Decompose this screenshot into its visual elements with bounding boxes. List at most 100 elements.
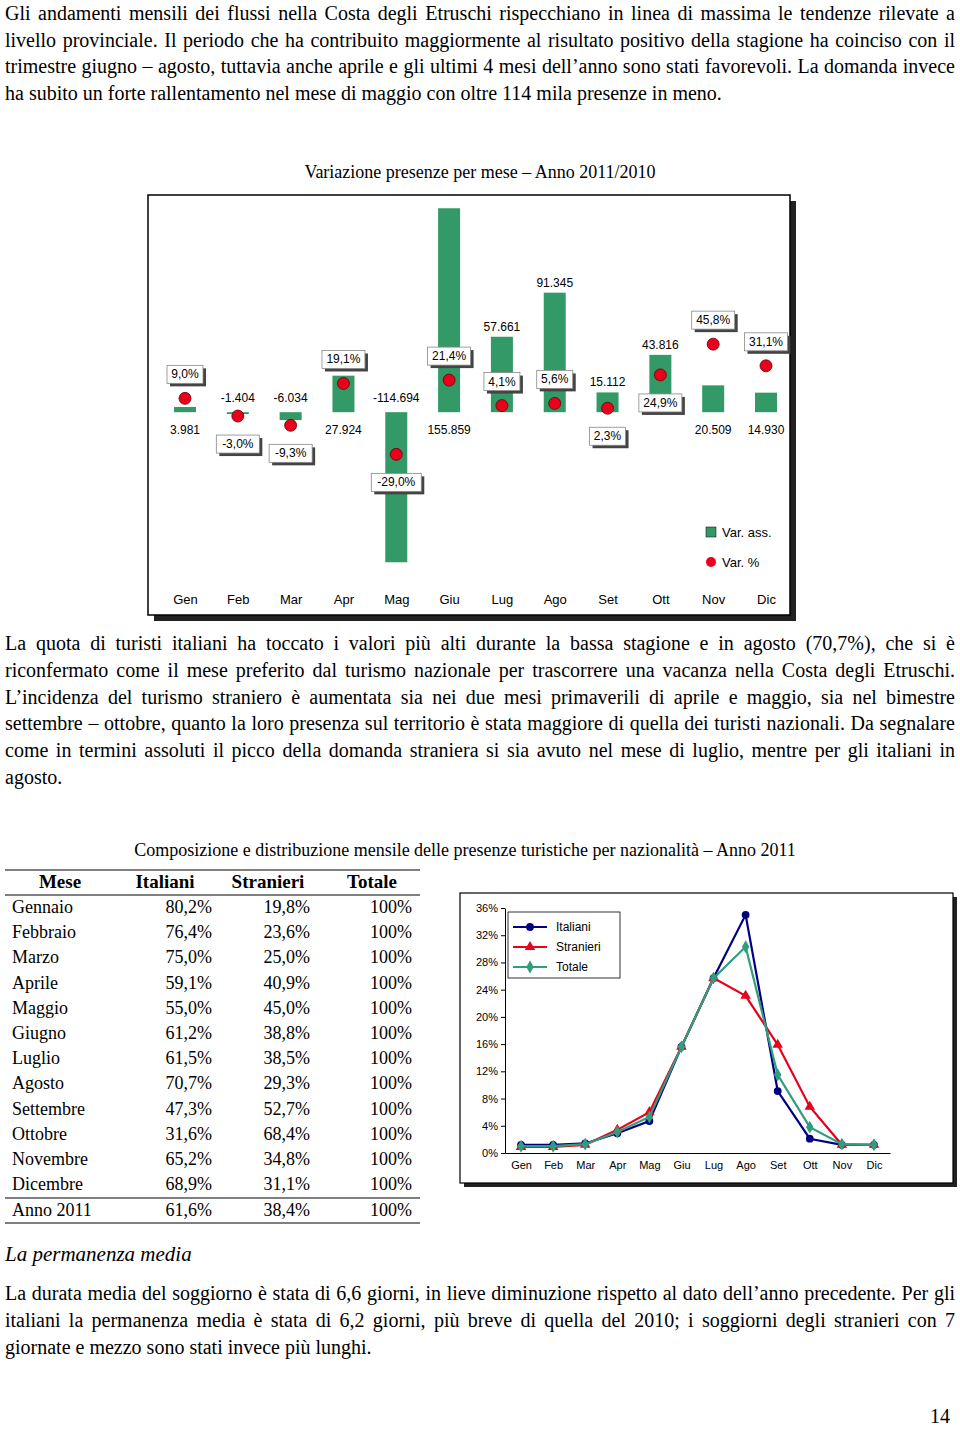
tick: Nov <box>702 592 726 607</box>
table-cell: Luglio <box>12 1048 60 1068</box>
table-rule <box>5 894 420 895</box>
series-marker <box>517 1140 524 1153</box>
tick-label: Nov <box>833 1159 853 1171</box>
series-marker <box>742 940 749 953</box>
tick-mark <box>501 1099 505 1100</box>
bar-label: 14.930 <box>748 423 785 437</box>
table-cell: 31,1% <box>264 1174 311 1194</box>
table-cell: 23,6% <box>264 922 311 942</box>
paragraph: La durata media del soggiorno è stata di… <box>5 1280 955 1360</box>
tick-label: Set <box>598 592 618 607</box>
percent-marker <box>390 448 402 460</box>
table-cell: 25,0% <box>264 947 311 967</box>
tick-label: 32% <box>476 929 498 941</box>
percent-label: 2,3% <box>594 429 622 443</box>
y-axis: 0%4%8%12%16%20%24%28%32%36% <box>476 902 506 1159</box>
tick-label: Gen <box>173 592 198 607</box>
percent-marker <box>760 360 772 372</box>
tick-label: 36% <box>476 902 498 914</box>
chart-distribuzione: 0%4%8%12%16%20%24%28%32%36%GenFebMarAprM… <box>460 893 957 1187</box>
table-cell: 47,3% <box>166 1099 213 1119</box>
tick: Ago <box>736 1159 756 1171</box>
legend-label: Totale <box>556 960 588 974</box>
tick-mark <box>501 1017 505 1018</box>
percent-marker <box>232 410 244 422</box>
table-cell: 34,8% <box>264 1149 311 1169</box>
tick-label: 12% <box>476 1065 498 1077</box>
percent-label: 5,6% <box>541 372 569 386</box>
tick: Mag <box>639 1159 660 1171</box>
table-cell: Agosto <box>12 1073 64 1093</box>
tick: Mag <box>384 592 409 607</box>
data-labels: 3.981-1.404-6.03427.924-114.694155.85957… <box>167 276 791 495</box>
series-marker <box>774 1068 781 1081</box>
tick-label: Giu <box>673 1159 690 1171</box>
table-rule <box>5 1197 420 1198</box>
bar <box>544 293 566 413</box>
series-marker <box>838 1138 845 1151</box>
tick-label: 20% <box>476 1011 498 1023</box>
table-rule <box>5 869 420 870</box>
tick-label: Apr <box>609 1159 626 1171</box>
table-cell: Maggio <box>12 998 68 1018</box>
table-cell: Settembre <box>12 1099 85 1119</box>
tick: 12% <box>476 1065 505 1077</box>
percent-marker <box>285 419 297 431</box>
tick-label: Set <box>770 1159 787 1171</box>
tick-label: 8% <box>482 1093 498 1105</box>
table-cell: 100% <box>370 1149 412 1169</box>
tick-mark <box>501 1153 505 1154</box>
tick: Feb <box>227 592 249 607</box>
tick-label: 0% <box>482 1147 498 1159</box>
percent-label: 24,9% <box>643 396 677 410</box>
x-axis: GenFebMarAprMagGiuLugAgoSetOttNovDic <box>506 1154 891 1171</box>
table-cell: Novembre <box>12 1149 88 1169</box>
axis-line <box>505 909 506 1154</box>
series-marker <box>806 1135 814 1143</box>
tick: Feb <box>544 1159 563 1171</box>
label-box <box>167 365 203 383</box>
legend-label: Var. % <box>722 555 760 570</box>
percent-marker <box>337 377 349 389</box>
label-box <box>484 373 520 391</box>
column-header: Mese <box>39 871 81 892</box>
tick-label: Nov <box>702 592 726 607</box>
tick-label: Mag <box>639 1159 660 1171</box>
percent-label: 21,4% <box>432 349 466 363</box>
table-cell: 55,0% <box>166 998 213 1018</box>
tick: Lug <box>705 1159 723 1171</box>
tick-mark <box>501 1071 505 1072</box>
tick: Set <box>770 1159 787 1171</box>
legend-marker <box>526 961 533 974</box>
tick: Giu <box>439 592 459 607</box>
table-title: Composizione e distribuzione mensile del… <box>134 840 796 860</box>
chart-variazione: Variazione presenze per mese – Anno 2011… <box>148 162 796 621</box>
heading: La permanenza media <box>5 1242 955 1267</box>
tick: Apr <box>334 592 355 607</box>
column-header: Stranieri <box>232 871 305 892</box>
page-number: 14 <box>930 1405 960 1428</box>
tick: 4% <box>482 1120 505 1132</box>
tick-label: Ott <box>803 1159 818 1171</box>
series-marker <box>806 1121 813 1134</box>
table-cell: 61,2% <box>166 1023 213 1043</box>
percent-marker <box>602 402 614 414</box>
table-cell: 76,4% <box>166 922 213 942</box>
bar-label: -1.404 <box>221 391 255 405</box>
percent-label: 19,1% <box>326 352 360 366</box>
percent-label: 4,1% <box>488 375 516 389</box>
percent-marker <box>496 400 508 412</box>
bar-label: 57.661 <box>484 320 521 334</box>
chart-frame <box>460 893 953 1183</box>
table-cell: Ottobre <box>12 1124 67 1144</box>
tick: Dic <box>757 592 776 607</box>
series-marker <box>646 1110 653 1123</box>
series-line <box>521 978 874 1147</box>
percent-label: -9,3% <box>275 446 307 460</box>
tick-mark <box>501 962 505 963</box>
bar-label: 91.345 <box>536 276 573 290</box>
tick-mark <box>501 1126 505 1127</box>
tick: Ago <box>544 592 567 607</box>
tick: 32% <box>476 929 505 941</box>
page-graphics: Variazione presenze per mese – Anno 2011… <box>0 0 960 1438</box>
